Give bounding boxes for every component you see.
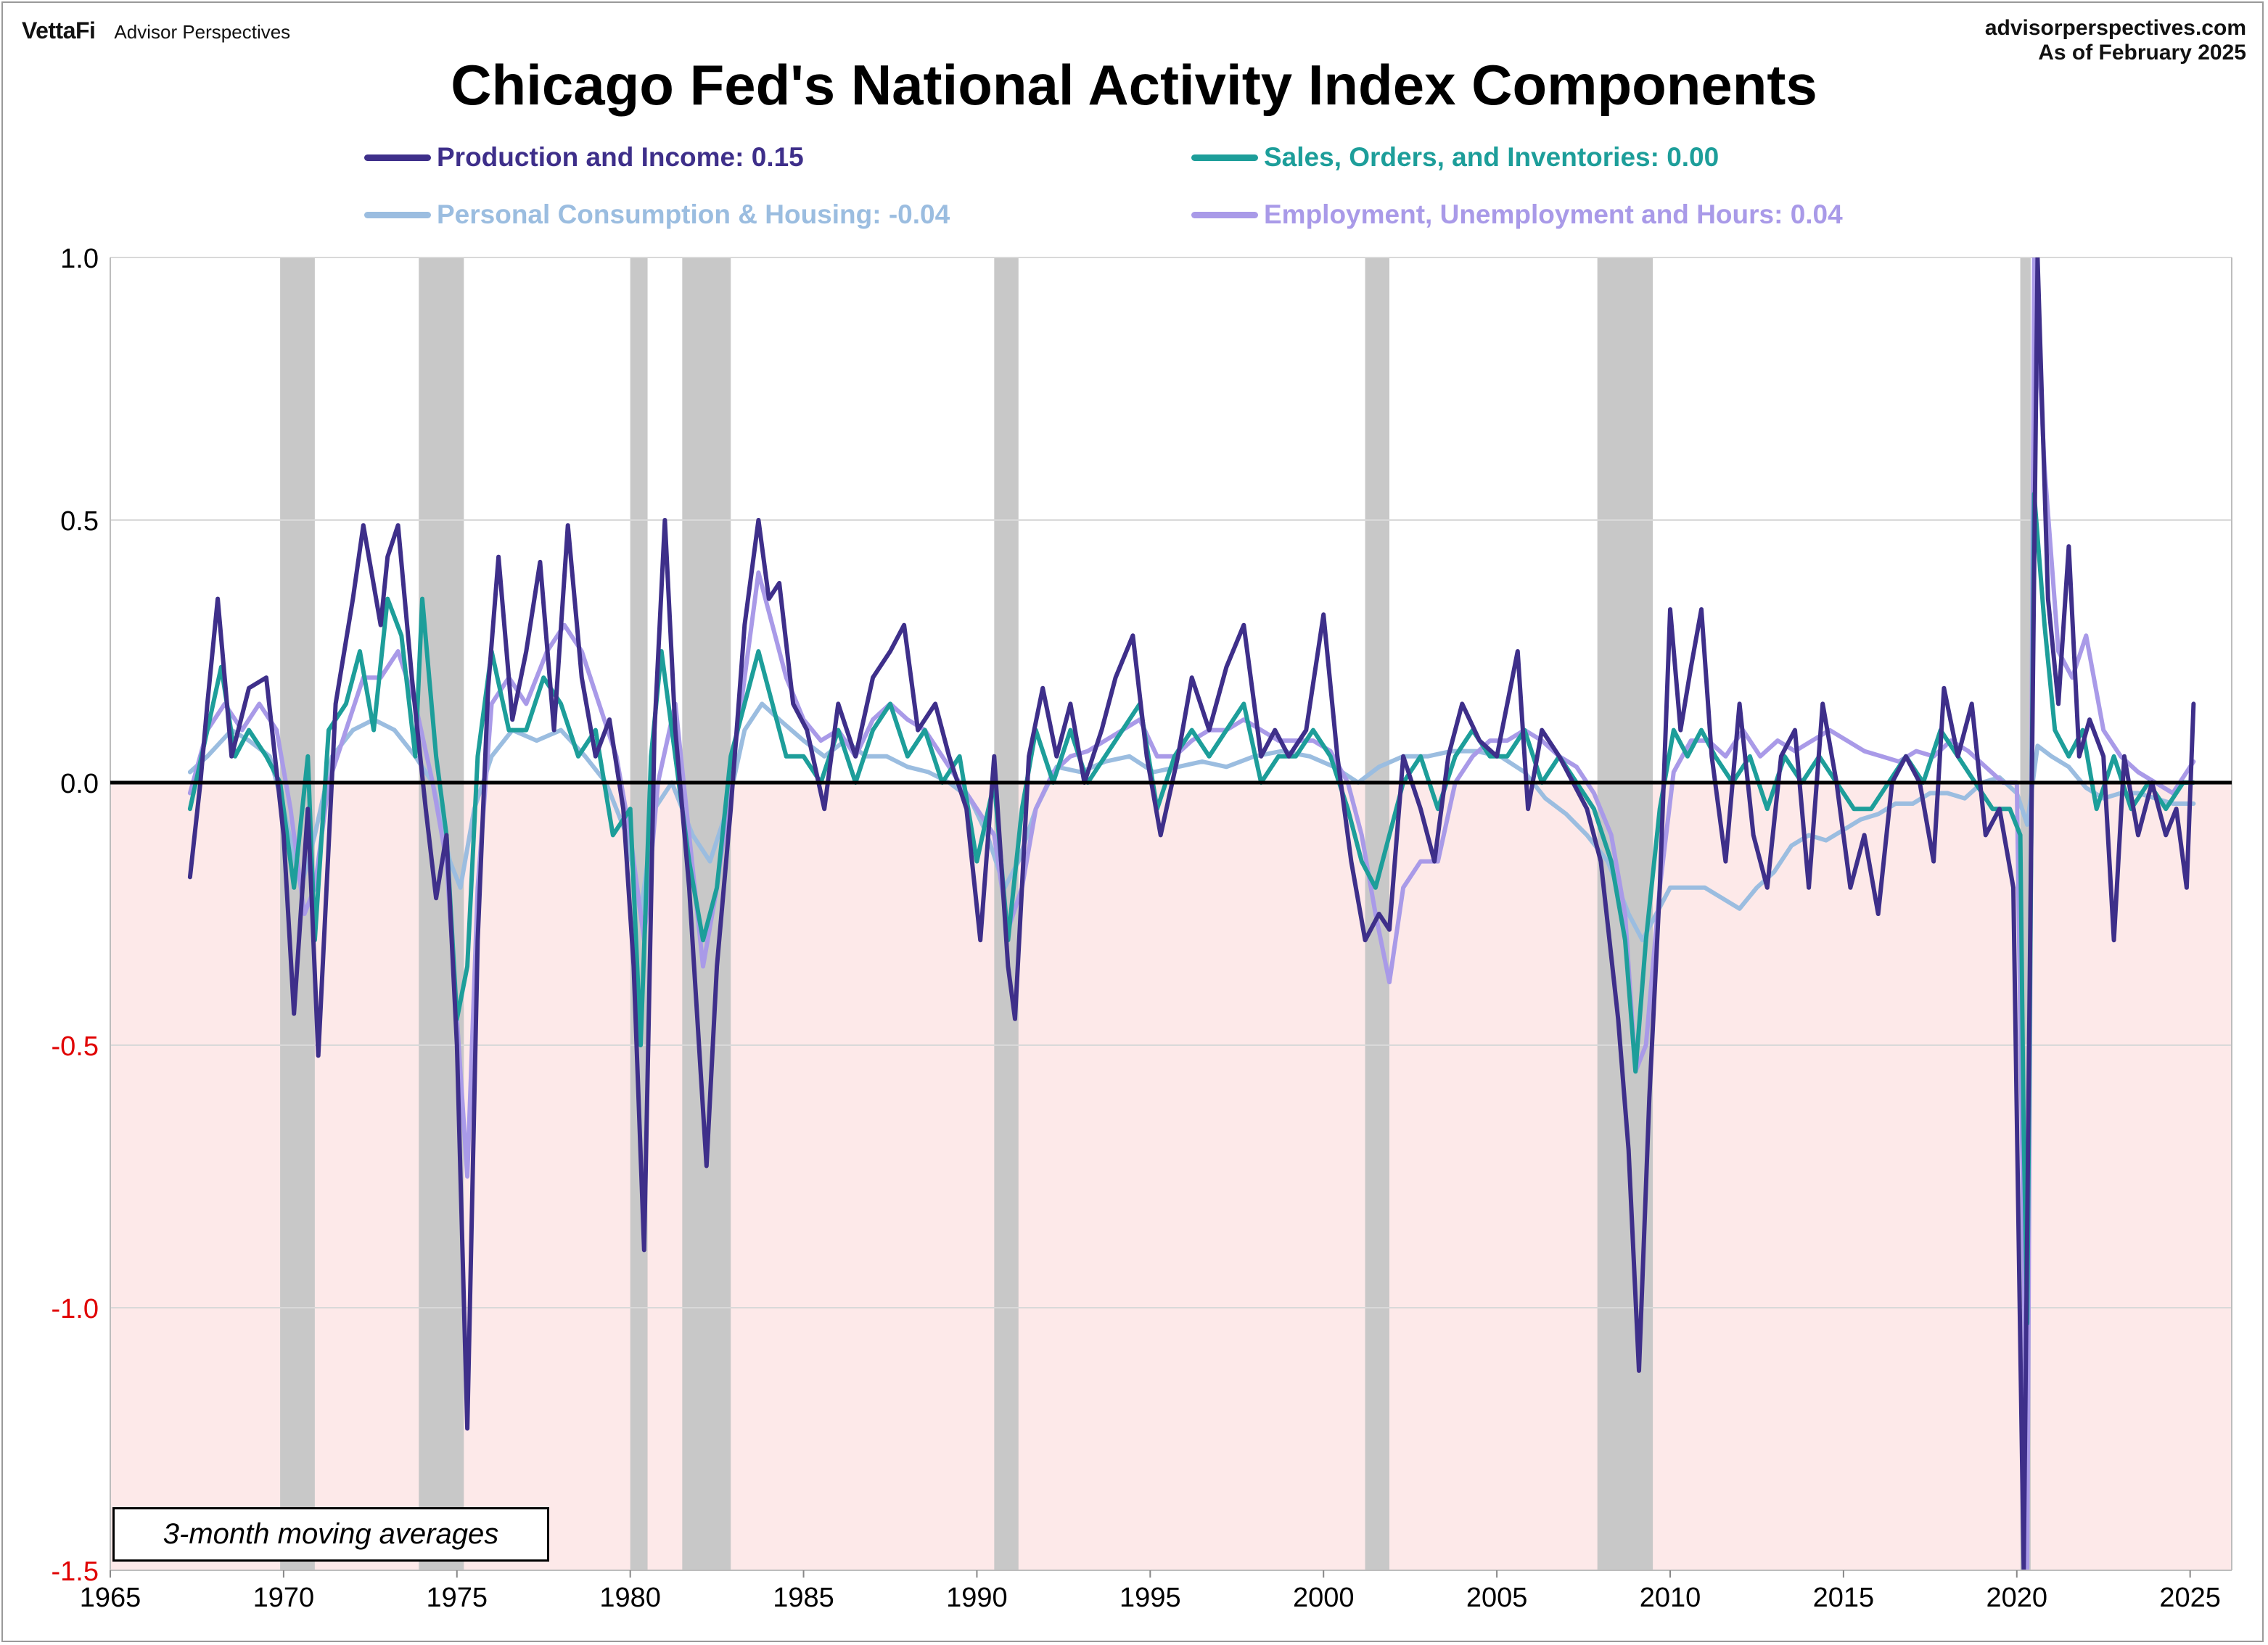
legend-label-production: Production and Income: 0.15 xyxy=(437,142,804,172)
x-tick-label: 1980 xyxy=(599,1583,661,1613)
recession-band xyxy=(419,257,464,1570)
x-tick-label: 2025 xyxy=(2159,1583,2221,1613)
legend-item-employment: Employment, Unemployment and Hours: 0.04 xyxy=(1191,199,1843,230)
x-tick-label: 2020 xyxy=(1986,1583,2048,1613)
legend: Production and Income: 0.15 Sales, Order… xyxy=(0,138,2268,239)
x-tick-label: 1985 xyxy=(773,1583,834,1613)
x-tick-label: 1970 xyxy=(253,1583,315,1613)
x-tick-label: 1990 xyxy=(946,1583,1008,1613)
source-site: advisorperspectives.com xyxy=(1984,16,2246,40)
y-tick-label: -0.5 xyxy=(52,1031,99,1062)
y-tick-label: 0.5 xyxy=(60,506,99,537)
vettafi-logo: VettaFi xyxy=(22,17,96,44)
brand: VettaFi Advisor Perspectives xyxy=(22,17,290,44)
y-tick-label: 1.0 xyxy=(60,244,99,274)
source-info: advisorperspectives.com As of February 2… xyxy=(1985,16,2246,65)
recession-band xyxy=(280,257,315,1570)
x-tick-label: 2000 xyxy=(1293,1583,1355,1613)
legend-swatch-consumption xyxy=(364,211,431,218)
x-tick-label: 1965 xyxy=(80,1583,141,1613)
moving-average-note: 3-month moving averages xyxy=(112,1507,549,1562)
legend-label-sales: Sales, Orders, and Inventories: 0.00 xyxy=(1264,142,1720,172)
legend-item-consumption: Personal Consumption & Housing: -0.04 xyxy=(364,199,950,230)
chart-title: Chicago Fed's National Activity Index Co… xyxy=(451,53,1817,117)
x-tick-label: 2005 xyxy=(1466,1583,1528,1613)
legend-item-production: Production and Income: 0.15 xyxy=(364,142,804,173)
legend-label-employment: Employment, Unemployment and Hours: 0.04 xyxy=(1264,199,1843,229)
y-tick-label: -1.5 xyxy=(52,1557,99,1587)
legend-swatch-sales xyxy=(1191,154,1258,161)
legend-swatch-employment xyxy=(1191,211,1258,218)
legend-item-sales: Sales, Orders, and Inventories: 0.00 xyxy=(1191,142,1719,173)
series-line-production xyxy=(187,257,2196,1570)
legend-swatch-production xyxy=(364,154,431,161)
x-tick-label: 1975 xyxy=(427,1583,488,1613)
legend-label-consumption: Personal Consumption & Housing: -0.04 xyxy=(437,199,950,229)
x-tick-label: 2010 xyxy=(1640,1583,1701,1613)
y-tick-label: 0.0 xyxy=(60,769,99,799)
series-line-consumption xyxy=(187,701,2196,943)
x-tick-label: 1995 xyxy=(1119,1583,1181,1613)
brand-name: Advisor Perspectives xyxy=(114,21,291,43)
x-tick-label: 2015 xyxy=(1813,1583,1875,1613)
as-of-date: As of February 2025 xyxy=(2038,41,2246,65)
y-tick-label: -1.0 xyxy=(52,1294,99,1324)
